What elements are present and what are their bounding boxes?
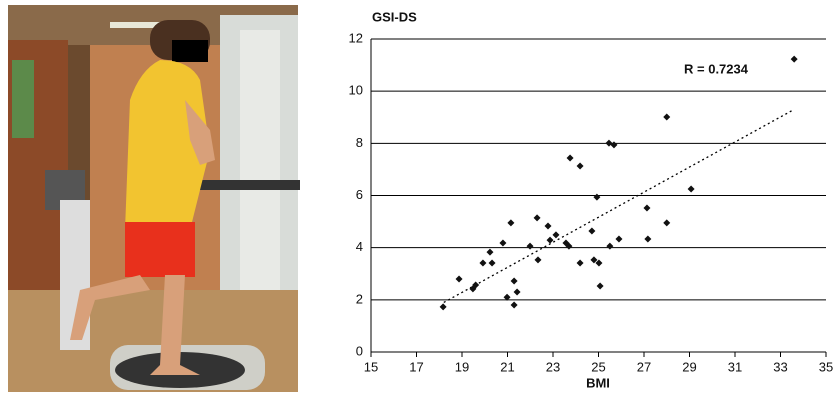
data-point: [479, 259, 487, 267]
x-tick-label: 25: [591, 359, 605, 374]
data-point: [687, 185, 695, 193]
data-point: [526, 242, 534, 250]
x-tick-label: 27: [637, 359, 651, 374]
data-point: [503, 293, 511, 301]
y-tick-label: 8: [356, 135, 363, 150]
data-point: [576, 259, 584, 267]
data-point: [472, 281, 480, 289]
x-tick-label: 31: [728, 359, 742, 374]
x-tick-label: 15: [364, 359, 378, 374]
data-point: [610, 141, 618, 149]
data-point: [663, 113, 671, 121]
y-axis-label: GSI-DS: [372, 9, 417, 24]
x-axis-label: BMI: [586, 375, 610, 390]
data-point: [510, 301, 518, 309]
x-tick-label: 21: [500, 359, 514, 374]
data-point: [566, 154, 574, 162]
trendline: [443, 108, 795, 304]
y-tick-label: 0: [356, 343, 363, 358]
data-point: [790, 55, 798, 63]
data-point: [488, 259, 496, 267]
data-point: [510, 277, 518, 285]
data-point: [590, 256, 598, 264]
data-point: [576, 162, 584, 170]
data-point: [544, 222, 552, 230]
y-tick-label: 6: [356, 187, 363, 202]
y-tick-label: 4: [356, 239, 363, 254]
data-point: [593, 193, 601, 201]
x-tick-label: 23: [546, 359, 560, 374]
data-point: [546, 236, 554, 244]
data-point: [552, 231, 560, 239]
y-tick-label: 10: [349, 83, 363, 98]
y-tick-label: 2: [356, 291, 363, 306]
y-tick-label: 12: [349, 30, 363, 45]
x-tick-label: 35: [819, 359, 833, 374]
data-point: [615, 235, 623, 243]
data-point: [507, 219, 515, 227]
data-point: [643, 204, 651, 212]
data-point: [606, 242, 614, 250]
x-tick-label: 19: [455, 359, 469, 374]
data-point: [596, 282, 604, 290]
data-point: [565, 242, 573, 250]
data-point: [439, 303, 447, 311]
data-point: [499, 239, 507, 247]
data-point: [534, 256, 542, 264]
data-point: [533, 214, 541, 222]
data-point: [513, 288, 521, 296]
x-tick-label: 29: [682, 359, 696, 374]
data-point: [663, 219, 671, 227]
photo: [8, 5, 300, 392]
data-point: [644, 235, 652, 243]
x-tick-label: 33: [773, 359, 787, 374]
data-point: [455, 275, 463, 283]
data-point: [595, 259, 603, 267]
data-point: [486, 248, 494, 256]
annotation: R = 0.7234: [684, 61, 749, 76]
x-tick-label: 17: [409, 359, 423, 374]
data-point: [588, 227, 596, 235]
